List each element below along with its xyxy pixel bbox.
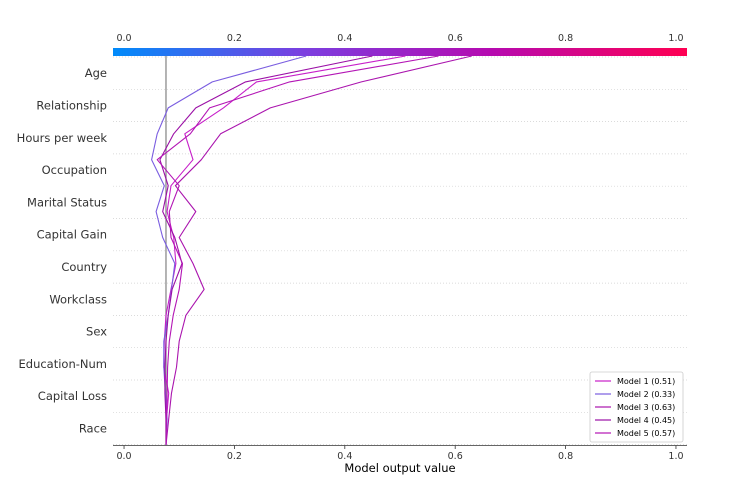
feature-label: Capital Gain	[37, 228, 107, 242]
feature-label: Marital Status	[27, 195, 107, 209]
legend-label: Model 2 (0.33)	[617, 390, 675, 399]
top-tick-label: 0.6	[448, 33, 463, 44]
legend-label: Model 1 (0.51)	[617, 377, 675, 386]
feature-label: Occupation	[42, 163, 107, 177]
x-axis-label: Model output value	[344, 461, 455, 475]
legend: Model 1 (0.51) Model 2 (0.33) Model 3 (0.6…	[589, 371, 684, 443]
top-tick-label: 0.8	[558, 33, 573, 44]
series-line-1	[163, 55, 406, 446]
feature-label: Workclass	[49, 292, 107, 306]
bottom-tick-label: 0.4	[337, 451, 352, 462]
feature-labels: Age Relationship Hours per week Occupation M…	[17, 66, 108, 435]
top-tick-label: 1.0	[668, 33, 683, 44]
legend-label: Model 4 (0.45)	[617, 416, 675, 425]
feature-label: Sex	[86, 325, 107, 339]
colorbar	[113, 48, 687, 56]
feature-label: Race	[79, 421, 107, 435]
top-tick-label: 0.4	[337, 33, 352, 44]
legend-label: Model 3 (0.63)	[617, 403, 675, 412]
series-layer	[151, 55, 472, 446]
feature-label: Age	[85, 66, 107, 80]
bottom-tick-label: 0.0	[116, 451, 131, 462]
bottom-tick-label: 0.6	[448, 451, 463, 462]
top-tick-label: 0.0	[116, 33, 131, 44]
bottom-tick-label: 0.8	[558, 451, 573, 462]
series-line-3	[165, 55, 472, 446]
bottom-tick-label: 1.0	[668, 451, 683, 462]
legend-box	[589, 371, 684, 443]
top-tick-labels: 0.0 0.2 0.4 0.6 0.8 1.0	[116, 33, 683, 44]
series-line-5	[156, 55, 439, 446]
series-line-4	[159, 55, 373, 445]
bottom-tick-labels: 0.0 0.2 0.4 0.6 0.8 1.0	[116, 445, 684, 462]
legend-label: Model 5 (0.57)	[617, 429, 675, 438]
feature-label: Country	[61, 260, 107, 274]
top-tick-label: 0.2	[227, 33, 242, 44]
feature-label: Capital Loss	[38, 389, 107, 403]
feature-label: Education-Num	[19, 357, 108, 371]
feature-label: Hours per week	[17, 131, 108, 145]
feature-label: Relationship	[36, 98, 107, 112]
bottom-tick-label: 0.2	[227, 451, 242, 462]
